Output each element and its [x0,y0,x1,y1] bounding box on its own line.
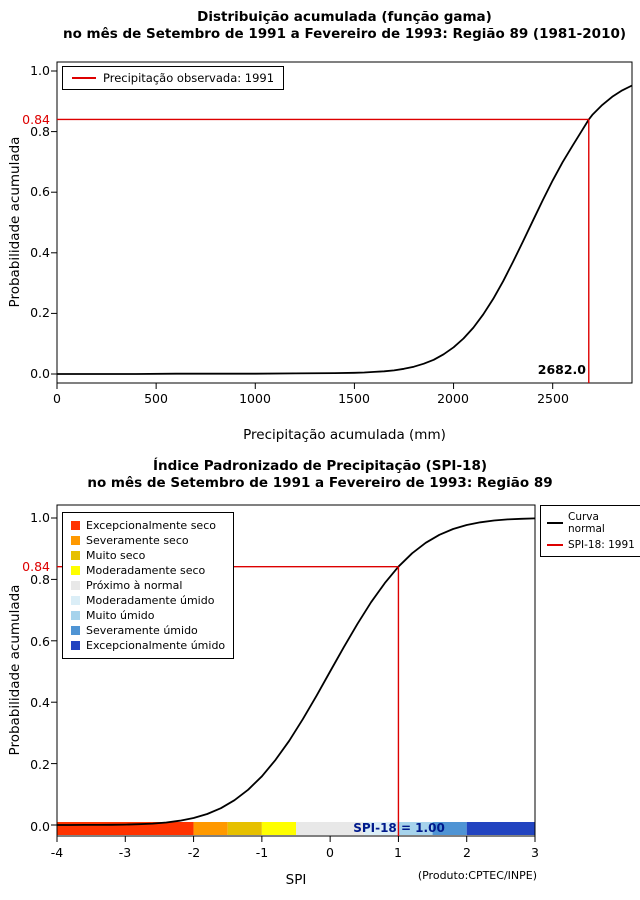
y-tick-label: 0.6 [30,184,50,199]
spi-category-bar-segment [432,822,467,835]
legend-item: SPI-18: 1991 [547,539,640,551]
category-legend: Excepcionalmente seco Severamente seco M… [62,512,235,659]
x-tick-label: 1000 [239,391,271,406]
legend-item-label: Severamente úmido [86,624,198,637]
chart-subtitle: no mês de Setembro de 1991 a Fevereiro d… [62,26,627,42]
legend-item-label: Próximo à normal [86,579,183,592]
chart-title: Índice Padronizado de Precipitação (SPI-… [152,458,488,474]
category-color-swatch [71,566,80,575]
curve-legend: Curva normal SPI-18: 1991 [540,505,640,557]
y-tick-label: 0.4 [30,245,50,260]
spi-value-label: SPI-18 = 1.00 [353,821,445,835]
y-axis-label: Probabilidade acumulada [7,584,23,756]
category-color-swatch [71,536,80,545]
legend-item: Muito seco [71,548,225,563]
category-color-swatch [71,641,80,650]
y-tick-label: 0.2 [30,757,50,772]
y-tick-label: 0.8 [30,124,50,139]
observed-precip-label: 2682.0 [537,362,586,377]
spi-category-bar-segment [296,822,365,835]
x-tick-label: -1 [255,845,269,860]
y-tick-label: 0.4 [30,695,50,710]
legend-item-label: Moderadamente úmido [86,594,215,607]
y-tick-label: 0.0 [30,819,50,834]
legend-item: Próximo à normal [71,578,225,593]
category-color-swatch [71,521,80,530]
x-tick-label: 3 [531,845,539,860]
y-axis-label: Probabilidade acumulada [7,136,23,308]
legend-item-label: SPI-18: 1991 [568,539,635,551]
legend-item: Excepcionalmente seco [71,518,225,533]
legend-line-sample [72,77,96,79]
legend-item: Severamente seco [71,533,225,548]
y-tick-label: 0.0 [30,366,50,381]
spi-category-bar-segment [193,822,228,835]
x-tick-label: -3 [118,845,132,860]
y-tick-label: 0.6 [30,634,50,649]
legend-item: Severamente úmido [71,623,225,638]
plot-box [56,504,536,837]
series-line [57,84,633,375]
y-tick-label: 0.8 [30,572,50,587]
legend-item-label: Muito seco [86,549,146,562]
y-tick-label: 1.0 [30,510,50,525]
legend-item: Moderadamente úmido [71,593,225,608]
threshold-y-label: 0.84 [22,112,50,127]
x-axis-label: SPI [285,872,307,888]
threshold-y-label: 0.84 [22,559,50,574]
x-tick-label: 1500 [338,391,370,406]
spi-category-bar-segment [227,822,262,835]
category-color-swatch [71,626,80,635]
legend-item-label: Muito úmido [86,609,155,622]
x-tick-label: 0 [326,845,334,860]
category-color-swatch [71,581,80,590]
legend-item-label: Severamente seco [86,534,189,547]
legend-line-sample [547,544,563,546]
y-tick-label: 1.0 [30,63,50,78]
chart-title: Distribuição acumulada (função gama) [197,9,492,25]
x-tick-label: 2500 [537,391,569,406]
category-color-swatch [71,551,80,560]
category-color-swatch [71,611,80,620]
plot-box [56,61,633,384]
spi-category-bar-segment [261,822,296,835]
legend-item-label: Precipitação observada: 1991 [103,71,275,85]
legend-item: Moderadamente seco [71,563,225,578]
x-tick-label: 1 [394,845,402,860]
x-tick-label: 2 [463,845,471,860]
x-tick-label: -4 [50,845,64,860]
legend-item-label: Excepcionalmente úmido [86,639,226,652]
legend-item-label: Excepcionalmente seco [86,519,216,532]
legend-item: Muito úmido [71,608,225,623]
legend-item: Curva normal [547,511,640,535]
x-tick-label: 2000 [437,391,469,406]
legend-item: Excepcionalmente úmido [71,638,225,653]
legend-item-label: Curva normal [568,511,605,535]
x-tick-label: 0 [53,391,61,406]
category-color-swatch [71,596,80,605]
legend-line-sample [547,522,563,524]
x-axis-label: Precipitação acumulada (mm) [243,427,446,443]
series-line [57,517,536,826]
legend: Precipitação observada: 1991 [62,66,285,90]
spi-category-bar-segment [398,822,433,835]
x-tick-label: -2 [187,845,201,860]
spi-category-bar-segment [466,822,535,835]
spi-category-bar-segment [364,822,399,835]
legend-item-label: Moderadamente seco [86,564,206,577]
chart-subtitle: no mês de Setembro de 1991 a Fevereiro d… [87,475,553,491]
x-tick-label: 500 [144,391,168,406]
y-tick-label: 0.2 [30,305,50,320]
credit-text: (Produto:CPTEC/INPE) [417,869,537,882]
